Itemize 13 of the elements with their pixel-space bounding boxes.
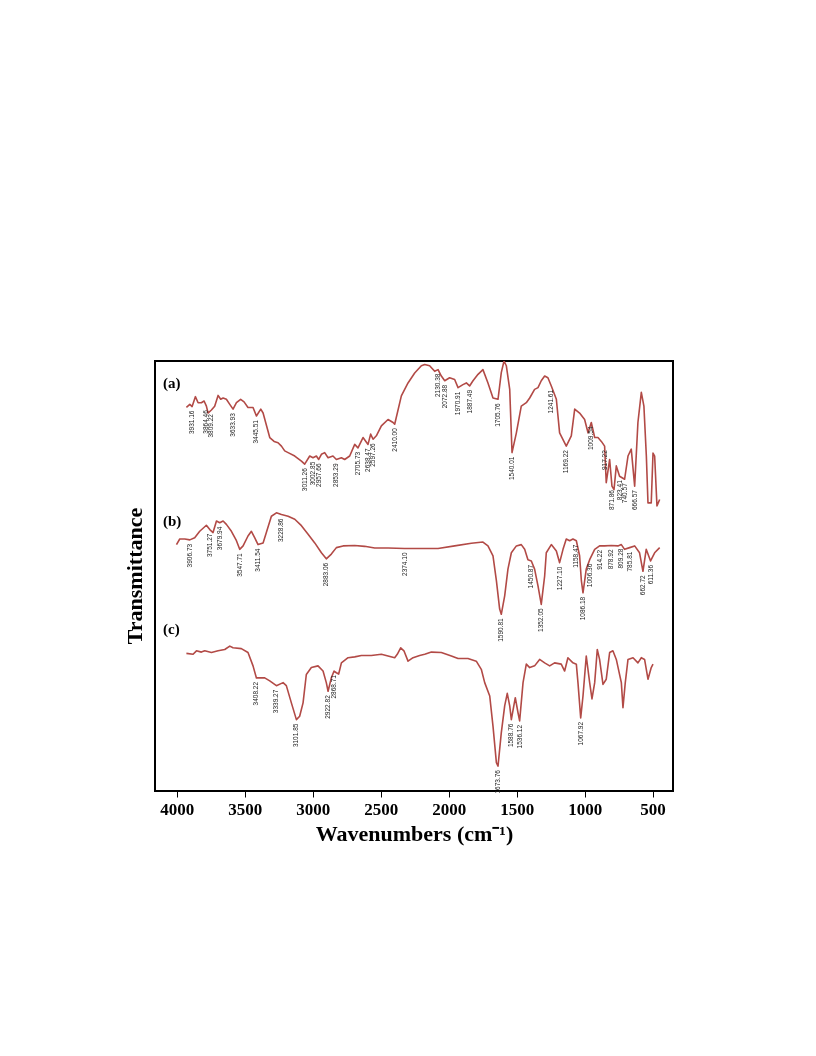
x-tick-label: 2000: [432, 799, 467, 819]
y-axis-title: Transmittance: [122, 507, 147, 645]
series-label: (a): [163, 375, 181, 393]
x-tick-label: 500: [640, 799, 666, 819]
x-tick-label: 1000: [568, 799, 603, 819]
x-tick-label: 2500: [364, 799, 399, 819]
x-tick-label: 4000: [160, 799, 195, 819]
series-label: (b): [163, 512, 182, 530]
x-tick-label: 3000: [296, 799, 331, 819]
x-axis-title: Wavenumbers (cm⁻¹): [315, 820, 514, 846]
x-tick-label: 3500: [228, 799, 263, 819]
series-label: (c): [163, 621, 180, 639]
x-tick-label: 1500: [500, 799, 535, 819]
